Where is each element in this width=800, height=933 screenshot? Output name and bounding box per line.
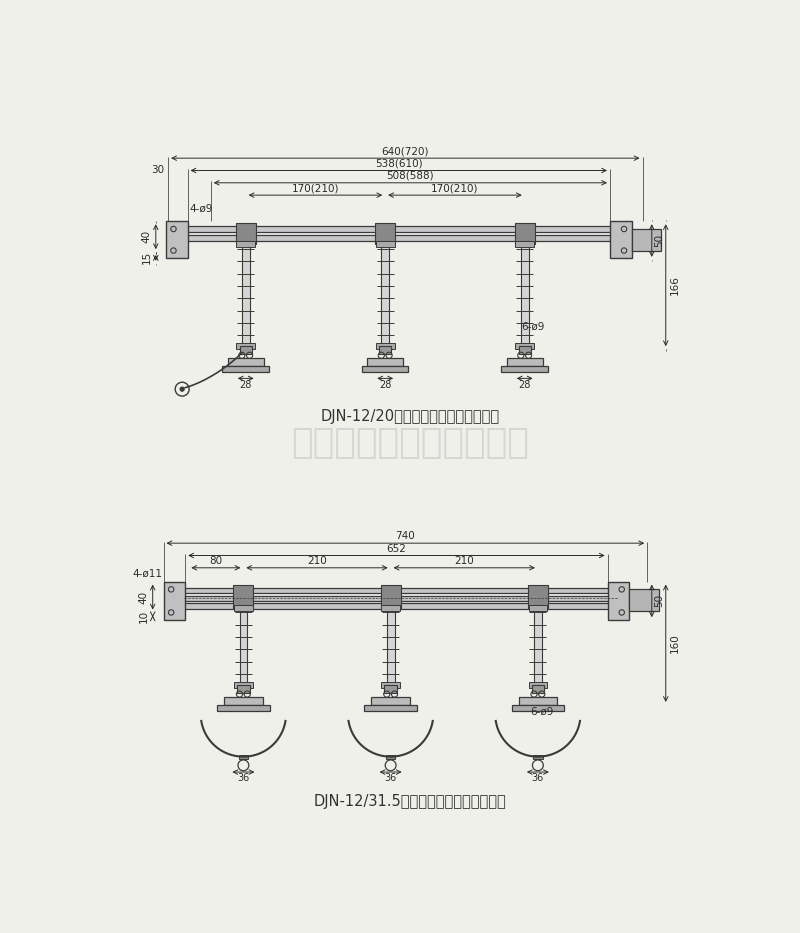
- Bar: [234, 605, 253, 611]
- Bar: [610, 221, 632, 258]
- Bar: [242, 242, 250, 349]
- Bar: [532, 685, 544, 692]
- Text: 30: 30: [151, 165, 164, 174]
- Bar: [237, 343, 255, 349]
- Circle shape: [180, 387, 184, 391]
- Bar: [224, 697, 262, 704]
- Text: 80: 80: [210, 556, 222, 566]
- Text: 50: 50: [654, 234, 665, 247]
- Text: 36: 36: [385, 773, 397, 783]
- Bar: [514, 223, 534, 244]
- Text: 40: 40: [142, 230, 151, 244]
- Bar: [632, 229, 661, 251]
- Bar: [234, 682, 253, 688]
- Bar: [184, 588, 618, 593]
- Text: 10: 10: [138, 610, 149, 623]
- Bar: [386, 605, 394, 688]
- Bar: [382, 605, 400, 611]
- Text: 28: 28: [239, 380, 252, 390]
- Text: DJN-12/20接地开关外形及安装尺寸图: DJN-12/20接地开关外形及安装尺寸图: [321, 409, 499, 424]
- Bar: [362, 366, 409, 372]
- Bar: [376, 242, 394, 247]
- Bar: [367, 358, 403, 366]
- Text: 4-ø11: 4-ø11: [132, 569, 162, 579]
- Bar: [364, 704, 417, 711]
- Bar: [184, 595, 618, 601]
- Bar: [381, 585, 401, 607]
- Text: 640(720): 640(720): [382, 146, 429, 156]
- Bar: [184, 235, 618, 242]
- Bar: [239, 605, 247, 688]
- Bar: [234, 585, 254, 607]
- Text: 6-ø9: 6-ø9: [521, 322, 544, 332]
- Bar: [163, 581, 186, 620]
- Text: 28: 28: [518, 380, 531, 390]
- Bar: [511, 704, 564, 711]
- Bar: [529, 605, 547, 611]
- Bar: [379, 346, 391, 354]
- Bar: [382, 242, 389, 349]
- Bar: [521, 242, 529, 349]
- Text: 210: 210: [454, 556, 474, 566]
- Text: 160: 160: [670, 634, 680, 653]
- Text: 170(210): 170(210): [292, 183, 339, 193]
- Text: 166: 166: [670, 275, 680, 295]
- Text: 36: 36: [532, 773, 544, 783]
- Bar: [375, 223, 395, 244]
- Text: 4-ø9: 4-ø9: [189, 204, 213, 214]
- Text: 740: 740: [395, 531, 415, 541]
- Bar: [386, 755, 395, 759]
- Bar: [184, 604, 618, 608]
- Bar: [217, 704, 270, 711]
- Bar: [238, 755, 248, 759]
- Text: 36: 36: [238, 773, 250, 783]
- Text: 508(588): 508(588): [386, 171, 434, 181]
- Bar: [507, 358, 542, 366]
- Text: 170(210): 170(210): [431, 183, 478, 193]
- Text: 210: 210: [307, 556, 327, 566]
- Bar: [528, 585, 548, 607]
- Bar: [228, 358, 263, 366]
- Bar: [222, 366, 269, 372]
- Bar: [237, 242, 255, 247]
- Bar: [630, 590, 658, 611]
- Text: 40: 40: [138, 591, 149, 604]
- Bar: [529, 682, 547, 688]
- Bar: [608, 581, 630, 620]
- Bar: [518, 346, 531, 354]
- Bar: [166, 221, 187, 258]
- Bar: [534, 755, 542, 759]
- Bar: [518, 697, 558, 704]
- Bar: [515, 242, 534, 247]
- Text: 仪征普菲特电器有限公司: 仪征普菲特电器有限公司: [291, 426, 529, 460]
- Bar: [184, 226, 618, 232]
- Bar: [534, 605, 542, 688]
- Bar: [502, 366, 548, 372]
- Bar: [376, 343, 394, 349]
- Bar: [236, 223, 256, 244]
- Bar: [515, 343, 534, 349]
- Text: 50: 50: [654, 594, 665, 607]
- Text: 652: 652: [386, 544, 406, 553]
- Bar: [382, 682, 400, 688]
- Bar: [385, 685, 397, 692]
- Bar: [239, 346, 252, 354]
- Text: DJN-12/31.5接地开关外形及安装尺寸图: DJN-12/31.5接地开关外形及安装尺寸图: [314, 794, 506, 809]
- Bar: [237, 685, 250, 692]
- Text: 28: 28: [379, 380, 391, 390]
- Text: 15: 15: [142, 251, 151, 264]
- Bar: [371, 697, 410, 704]
- Text: 538(610): 538(610): [375, 159, 422, 169]
- Text: 6-ø9: 6-ø9: [530, 707, 554, 717]
